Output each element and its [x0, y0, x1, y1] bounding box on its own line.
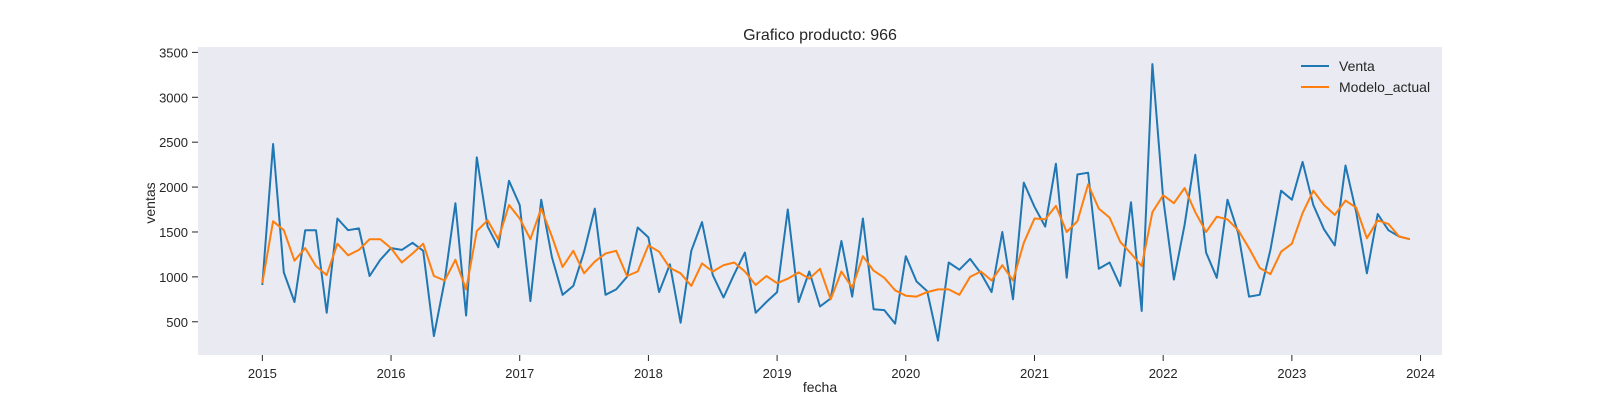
x-tick-label: 2016 — [377, 366, 406, 381]
x-tick-label: 2021 — [1020, 366, 1049, 381]
x-tick-label: 2022 — [1149, 366, 1178, 381]
x-tick-label: 2015 — [248, 366, 277, 381]
y-tick-label: 3500 — [159, 45, 188, 60]
x-tick-label: 2023 — [1277, 366, 1306, 381]
series-line-0 — [261, 63, 1411, 342]
x-axis: 2015 2016 2017 2018 2019 2020 2021 2022 2023 2024 — [248, 355, 1435, 381]
x-axis-label: fecha — [803, 379, 837, 395]
chart-title: Grafico producto: 966 — [743, 27, 897, 44]
y-tick-label: 500 — [166, 315, 188, 330]
plot-background — [198, 47, 1442, 355]
legend-label-1: Modelo_actual — [1339, 79, 1430, 95]
x-tick-label: 2019 — [763, 366, 792, 381]
y-tick-label: 1000 — [159, 270, 188, 285]
y-axis-label: ventas — [142, 182, 158, 223]
x-tick-label: 2024 — [1406, 366, 1435, 381]
y-tick-label: 2000 — [159, 180, 188, 195]
series-lines — [261, 63, 1411, 342]
legend: Venta Modelo_actual — [1301, 58, 1430, 95]
x-tick-label: 2017 — [505, 366, 534, 381]
x-tick-label: 2018 — [634, 366, 663, 381]
series-line-1 — [261, 183, 1411, 301]
y-tick-label: 2500 — [159, 135, 188, 150]
y-tick-label: 1500 — [159, 225, 188, 240]
x-tick-label: 2020 — [891, 366, 920, 381]
y-tick-label: 3000 — [159, 90, 188, 105]
legend-label-0: Venta — [1339, 58, 1375, 74]
y-axis: 500 1000 1500 2000 2500 3000 3500 — [159, 45, 198, 330]
